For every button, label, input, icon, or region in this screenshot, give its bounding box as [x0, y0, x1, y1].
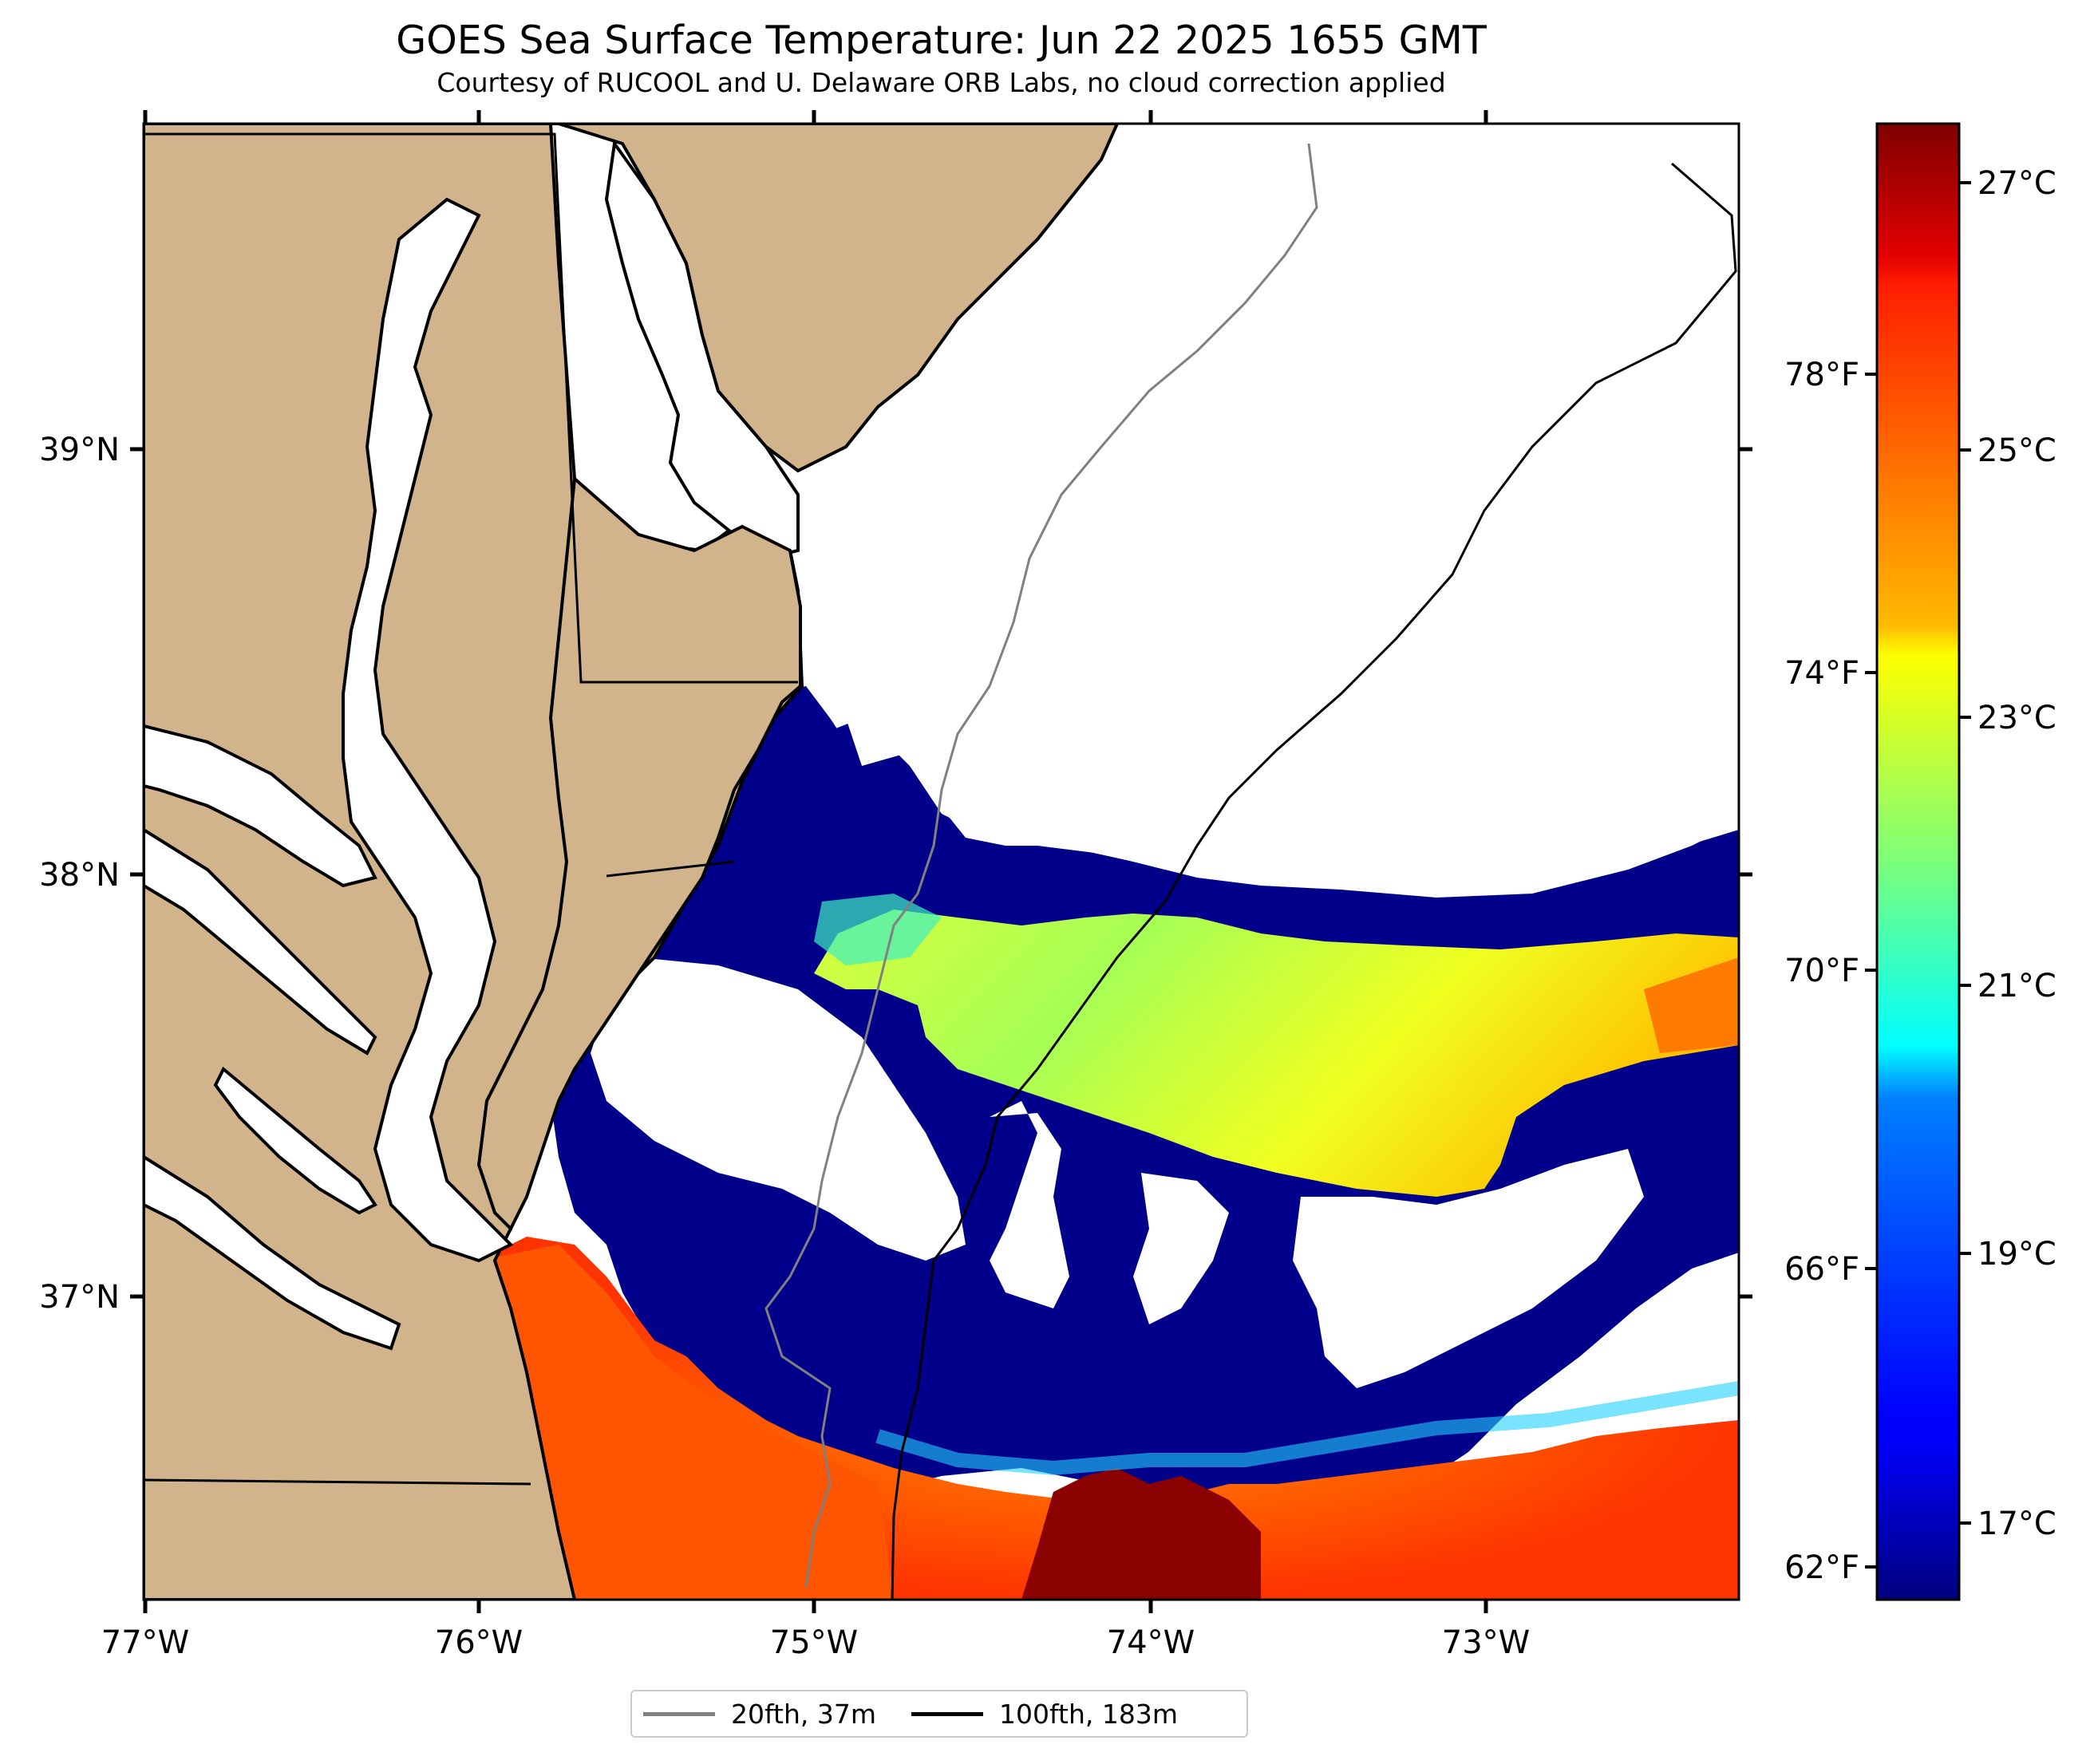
legend-label: 20fth, 37m	[731, 1698, 876, 1730]
map-frame	[142, 122, 1740, 1601]
lat-ticks	[130, 447, 1752, 1299]
colorbar-c-label: 27°C	[1977, 165, 2056, 202]
cloud-gap-1	[990, 1101, 1069, 1308]
lat-tick-label: 39°N	[39, 432, 120, 468]
state-boundary-va-nc	[144, 1478, 531, 1486]
legend-line-gray	[643, 1711, 715, 1716]
lat-tick-label: 37°N	[39, 1279, 120, 1316]
isobath-100fth	[891, 162, 1737, 1600]
sst-warm-field-west	[479, 1245, 894, 1600]
isobath-legend: 20fth, 37m 100fth, 183m	[630, 1690, 1248, 1738]
colorbar-f-label: 70°F	[1784, 953, 1859, 989]
lon-tick-label: 73°W	[1442, 1624, 1530, 1661]
york-river	[213, 1066, 377, 1215]
lon-tick-label: 76°W	[435, 1624, 523, 1661]
lon-tick-label: 74°W	[1107, 1624, 1195, 1661]
map-subtitle: Courtesy of RUCOOL and U. Delaware ORB L…	[437, 67, 1446, 98]
map-panel	[144, 124, 1739, 1600]
sst-yellow-band	[814, 910, 1739, 1197]
legend-item-100fth: 100fth, 183m	[911, 1699, 1178, 1730]
delmarva-east-shore	[476, 475, 802, 1232]
new-jersey-land	[551, 124, 1120, 473]
map-title: GOES Sea Surface Temperature: Jun 22 202…	[396, 18, 1487, 63]
cloud-gap-2	[1133, 1173, 1229, 1324]
rappahannock-river	[144, 827, 377, 1056]
legend-label: 100fth, 183m	[999, 1698, 1178, 1730]
colorbar-c-label: 23°C	[1977, 700, 2056, 736]
cloud-gap-west	[591, 957, 966, 1261]
colorbar-c-label: 25°C	[1977, 432, 2056, 469]
cloud-gap-3	[1293, 1149, 1644, 1388]
colorbar-f-label: 66°F	[1784, 1251, 1859, 1288]
colorbar-c-label: 17°C	[1977, 1506, 2056, 1542]
lat-tick-label: 38°N	[39, 857, 120, 894]
lon-tick-label: 75°W	[770, 1624, 858, 1661]
lon-tick-label: 77°W	[101, 1624, 189, 1661]
sst-cyan-edge	[875, 1381, 1739, 1476]
legend-line-black	[911, 1711, 983, 1716]
sst-orange-east	[1644, 957, 1739, 1053]
sst-hot-core	[1021, 1468, 1261, 1600]
lon-ticks	[143, 110, 1488, 1613]
colorbar-c-ticks	[1959, 181, 1971, 1525]
legend-item-20fth: 20fth, 37m	[643, 1699, 876, 1730]
state-boundary-md-va	[606, 860, 735, 878]
state-boundary	[144, 132, 798, 684]
cloud-gap-north	[798, 124, 1739, 890]
colorbar-c-label: 19°C	[1977, 1236, 2056, 1273]
colorbar	[1875, 122, 1961, 1601]
colorbar-f-label: 62°F	[1784, 1549, 1859, 1586]
colorbar-c-label: 21°C	[1977, 968, 2056, 1004]
colorbar-f-ticks	[1865, 373, 1877, 1569]
sst-teal-patch	[814, 894, 942, 965]
bay-channel	[342, 197, 514, 1263]
potomac-river	[144, 724, 377, 888]
isobath-20fth	[764, 143, 1318, 1588]
colorbar-f-label: 74°F	[1784, 655, 1859, 692]
colorbar-f-label: 78°F	[1784, 357, 1859, 393]
james-river	[144, 1154, 401, 1351]
